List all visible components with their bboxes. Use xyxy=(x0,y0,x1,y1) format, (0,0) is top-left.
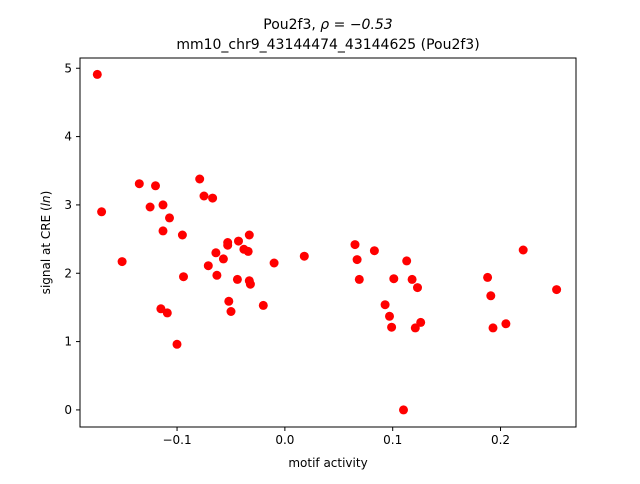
data-point-14 xyxy=(195,174,205,184)
data-point-36 xyxy=(352,255,362,265)
data-point-39 xyxy=(380,300,390,310)
data-point-12 xyxy=(177,230,187,240)
y-axis-ticks: 0 1 2 3 4 5 xyxy=(64,61,80,417)
data-point-37 xyxy=(354,274,364,284)
data-point-18 xyxy=(211,248,221,258)
plot-frame xyxy=(79,57,577,428)
data-point-47 xyxy=(413,283,422,293)
data-point-6 xyxy=(156,304,166,314)
data-point-54 xyxy=(552,285,562,295)
data-point-15 xyxy=(199,191,209,201)
data-point-23 xyxy=(224,296,234,306)
data-point-31 xyxy=(245,279,255,289)
x-tick-label: 0.0 xyxy=(275,433,294,447)
data-point-52 xyxy=(501,319,511,329)
x-axis-ticks: −0.1 0.0 0.1 0.2 xyxy=(162,427,510,447)
data-point-49 xyxy=(483,272,493,282)
data-point-13 xyxy=(179,272,188,282)
data-point-50 xyxy=(486,291,496,301)
y-tick-label: 5 xyxy=(64,61,72,75)
chart-title-line1: Pou2f3, ρ = −0.53 xyxy=(263,17,392,33)
data-point-41 xyxy=(387,322,397,332)
data-point-24 xyxy=(226,307,236,316)
x-axis-label: motif activity xyxy=(288,456,367,470)
chart-title-line2: mm10_chr9_43144474_43144625 (Pou2f3) xyxy=(176,37,479,53)
x-tick-label: −0.1 xyxy=(162,433,191,447)
data-point-17 xyxy=(208,193,218,203)
data-point-2 xyxy=(117,257,127,267)
data-point-25 xyxy=(232,274,242,284)
data-point-45 xyxy=(407,274,417,284)
data-point-42 xyxy=(389,274,399,284)
data-point-20 xyxy=(218,254,228,264)
data-point-48 xyxy=(416,317,426,327)
data-point-40 xyxy=(385,311,394,321)
data-point-22 xyxy=(223,240,233,250)
y-tick-label: 1 xyxy=(64,335,72,349)
x-tick-label: 0.2 xyxy=(491,433,510,447)
data-point-5 xyxy=(151,181,160,191)
data-point-8 xyxy=(158,226,168,236)
data-point-3 xyxy=(134,179,144,189)
data-points xyxy=(92,69,562,415)
data-point-46 xyxy=(410,323,420,333)
data-point-16 xyxy=(203,261,213,271)
data-point-38 xyxy=(369,246,379,256)
data-point-53 xyxy=(518,245,528,255)
data-point-19 xyxy=(212,270,222,280)
y-tick-label: 3 xyxy=(64,198,72,212)
data-point-34 xyxy=(299,251,309,261)
data-point-26 xyxy=(234,236,243,246)
data-point-32 xyxy=(258,300,268,310)
y-tick-label: 0 xyxy=(64,403,72,417)
data-point-29 xyxy=(244,230,254,240)
data-point-9 xyxy=(162,308,172,318)
data-point-1 xyxy=(97,207,107,217)
data-point-7 xyxy=(158,200,168,210)
data-point-33 xyxy=(269,258,279,268)
data-point-10 xyxy=(165,213,174,223)
data-point-28 xyxy=(243,246,253,256)
data-point-11 xyxy=(172,339,182,349)
y-tick-label: 2 xyxy=(64,266,72,280)
data-point-35 xyxy=(350,240,360,250)
data-point-43 xyxy=(399,405,408,415)
data-point-44 xyxy=(402,256,412,266)
data-point-51 xyxy=(488,323,498,333)
x-tick-label: 0.1 xyxy=(383,433,402,447)
y-axis-label: signal at CRE (ln) xyxy=(39,191,53,295)
data-point-0 xyxy=(92,69,102,79)
data-point-4 xyxy=(145,202,155,212)
y-tick-label: 4 xyxy=(64,130,72,144)
